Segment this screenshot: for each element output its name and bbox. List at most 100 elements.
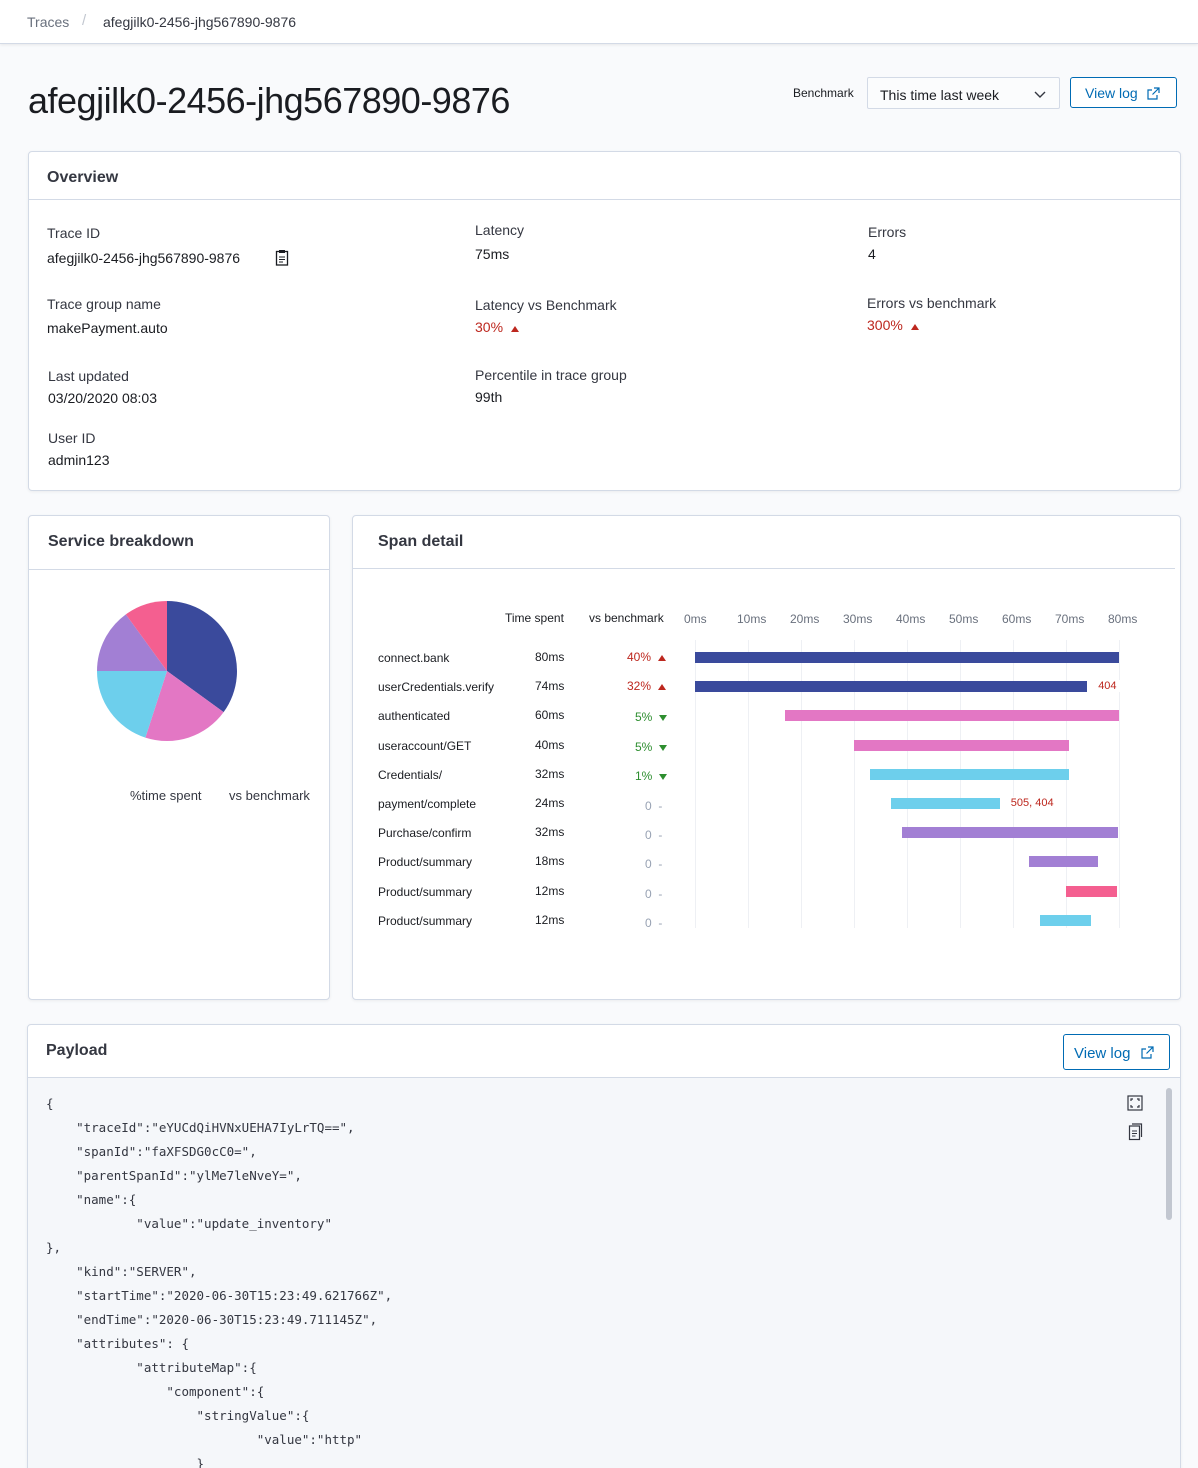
payload-code-block xyxy=(28,1078,1180,1468)
fullscreen-icon[interactable] xyxy=(1127,1095,1143,1111)
trace-group-label: Trace group name xyxy=(47,296,161,312)
overview-title: Overview xyxy=(47,169,119,186)
code-line: } xyxy=(46,1456,205,1468)
trend-up-icon xyxy=(510,326,519,332)
code-line: }, xyxy=(46,1240,62,1255)
payload-view-log-button[interactable]: View log xyxy=(1063,1034,1170,1070)
span-bar[interactable] xyxy=(1028,856,1098,868)
span-bar[interactable] xyxy=(695,681,1088,693)
view-log-label: View log xyxy=(1085,85,1138,101)
span-bench: 1% xyxy=(635,769,668,783)
span-error-badge: 505, 404 xyxy=(1007,797,1057,809)
trend-up-icon xyxy=(657,684,666,691)
service-breakdown-panel: Service breakdown %time spent vs benchma… xyxy=(28,515,339,1468)
pie-slice-payment xyxy=(167,601,237,713)
errors-value: 4 xyxy=(868,246,876,262)
span-name[interactable]: Purchase/confirm xyxy=(378,826,472,841)
span-time: 18ms xyxy=(535,854,565,869)
span-name[interactable]: userCredentials.verify xyxy=(378,680,495,695)
gridline xyxy=(801,640,802,928)
external-link-icon xyxy=(1147,87,1160,100)
external-link-icon xyxy=(1141,1046,1154,1059)
span-bar[interactable] xyxy=(891,798,1000,809)
overview-divider xyxy=(29,199,1180,200)
last-updated-value: 03/20/2020 08:03 xyxy=(48,390,157,406)
overview-panel: Overview Trace ID afegjilk0-2456-jhg5678… xyxy=(28,151,1181,491)
trace-id-value: afegjilk0-2456-jhg567890-9876 xyxy=(47,250,241,266)
last-updated-label: Last updated xyxy=(48,368,129,384)
latency-value: 75ms xyxy=(475,246,510,262)
span-detail-divider xyxy=(353,568,1175,569)
span-time: 12ms xyxy=(535,912,565,927)
gridline xyxy=(1119,640,1120,928)
span-bench: 0 - xyxy=(645,857,663,872)
axis-tick-label: 30ms xyxy=(843,612,873,626)
span-name[interactable]: Product/summary xyxy=(378,884,473,899)
breadcrumb-traces-link[interactable]: Traces xyxy=(27,14,70,30)
code-line: "attributes": { xyxy=(46,1336,189,1351)
axis-tick-label: 60ms xyxy=(1002,612,1032,626)
payload-title: Payload xyxy=(46,1042,108,1059)
benchmark-select[interactable]: This time last week xyxy=(867,77,1060,109)
span-name[interactable]: Product/summary xyxy=(378,855,473,870)
code-line: "kind":"SERVER", xyxy=(46,1264,197,1279)
span-name[interactable]: authenticated xyxy=(378,709,451,724)
span-bench: 5% xyxy=(635,740,668,754)
span-bar[interactable] xyxy=(1039,914,1091,926)
span-bar[interactable] xyxy=(1066,885,1117,897)
span-error-badge: 404 xyxy=(1095,680,1120,693)
copy-icon[interactable] xyxy=(275,249,289,266)
trend-down-icon xyxy=(659,744,668,751)
span-time: 12ms xyxy=(535,883,565,898)
benchmark-select-value: This time last week xyxy=(880,87,1000,103)
span-name[interactable]: Credentials/ xyxy=(378,767,443,782)
span-col-bench: vs benchmark xyxy=(589,611,664,625)
span-bar[interactable] xyxy=(869,768,1069,780)
user-id-value: admin123 xyxy=(48,452,110,468)
axis-tick-label: 50ms xyxy=(949,612,979,626)
col-time-spent: %time spent xyxy=(130,788,202,803)
latency-bench-label: Latency vs Benchmark xyxy=(475,297,617,313)
benchmark-label: Benchmark xyxy=(793,86,854,100)
span-name[interactable]: connect.bank xyxy=(378,651,450,665)
span-bench: 0 - xyxy=(645,886,663,901)
code-line: "attributeMap":{ xyxy=(46,1360,257,1375)
latency-bench-value: 30% xyxy=(475,319,519,335)
percentile-value: 99th xyxy=(475,389,503,405)
trend-up-icon xyxy=(657,655,666,661)
axis-tick-label: 0ms xyxy=(684,612,707,626)
span-time: 80ms xyxy=(535,650,565,664)
span-bar[interactable] xyxy=(854,739,1069,751)
code-line: "value":"http" xyxy=(46,1432,363,1447)
user-id-label: User ID xyxy=(48,430,96,446)
trend-down-icon xyxy=(659,715,668,722)
span-name[interactable]: Product/summary xyxy=(378,913,473,928)
chevron-down-icon xyxy=(1034,91,1046,98)
span-time: 60ms xyxy=(535,708,565,723)
span-bench: 0 - xyxy=(645,828,663,843)
gridline xyxy=(907,640,908,928)
errors-bench-value: 300% xyxy=(867,317,919,333)
trend-down-icon xyxy=(659,773,668,780)
span-bar[interactable] xyxy=(785,710,1119,722)
axis-tick-label: 80ms xyxy=(1108,612,1138,626)
percentile-label: Percentile in trace group xyxy=(475,367,627,383)
code-line: "component":{ xyxy=(46,1384,265,1399)
span-name[interactable]: useraccount/GET xyxy=(378,738,472,753)
copy-icon[interactable] xyxy=(1128,1123,1143,1141)
axis-tick-label: 40ms xyxy=(896,612,926,626)
trace-id-label: Trace ID xyxy=(47,225,101,241)
payload-scrollbar[interactable] xyxy=(1166,1088,1172,1220)
span-name[interactable]: payment/complete xyxy=(378,797,477,811)
span-bar[interactable] xyxy=(695,652,1119,663)
col-vs-benchmark: vs benchmark xyxy=(229,788,310,803)
pie-slice-users xyxy=(125,601,167,671)
code-line: "parentSpanId":"ylMe7leNveY=", xyxy=(46,1168,302,1183)
code-line: "name":{ xyxy=(46,1192,137,1207)
pie-slice-purchase xyxy=(97,671,167,738)
pie-slice-product xyxy=(97,614,167,671)
view-log-button[interactable]: View log xyxy=(1070,77,1177,108)
code-line: "spanId":"faXFSDG0cC0=", xyxy=(46,1144,257,1159)
page-title: afegjilk0-2456-jhg567890-9876 xyxy=(28,80,510,121)
span-bar[interactable] xyxy=(901,827,1118,839)
